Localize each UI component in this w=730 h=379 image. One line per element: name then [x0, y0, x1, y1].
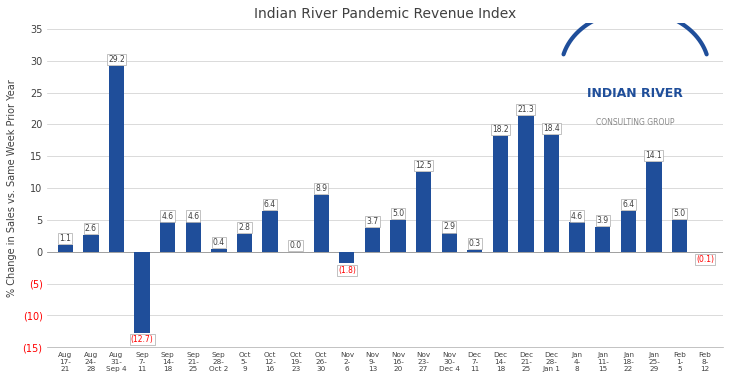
Bar: [83, 235, 99, 252]
Bar: [672, 220, 687, 252]
Bar: [185, 222, 201, 252]
Text: (12.7): (12.7): [131, 335, 153, 344]
Bar: [339, 252, 355, 263]
Bar: [262, 211, 277, 252]
Text: 29.2: 29.2: [108, 55, 125, 64]
Text: 5.0: 5.0: [392, 209, 404, 218]
Text: 2.6: 2.6: [85, 224, 97, 233]
Text: 0.4: 0.4: [212, 238, 225, 247]
Bar: [620, 211, 636, 252]
Bar: [365, 228, 380, 252]
Text: 6.4: 6.4: [264, 200, 276, 209]
Bar: [569, 222, 585, 252]
Text: 12.5: 12.5: [415, 161, 432, 170]
Bar: [416, 172, 431, 252]
Text: CONSULTING GROUP: CONSULTING GROUP: [596, 118, 675, 127]
Text: (0.1): (0.1): [696, 255, 714, 264]
Text: 4.6: 4.6: [161, 211, 174, 221]
Text: 4.6: 4.6: [571, 211, 583, 221]
Text: 2.9: 2.9: [443, 222, 456, 232]
Bar: [442, 233, 457, 252]
Bar: [58, 245, 73, 252]
Text: (1.8): (1.8): [338, 266, 356, 275]
Bar: [237, 234, 252, 252]
Bar: [314, 195, 329, 252]
Text: 8.9: 8.9: [315, 184, 327, 193]
Text: 1.1: 1.1: [59, 234, 72, 243]
Bar: [211, 249, 226, 252]
Text: 3.9: 3.9: [596, 216, 609, 225]
Bar: [544, 135, 559, 252]
Bar: [134, 252, 150, 332]
Text: 18.4: 18.4: [543, 124, 560, 133]
Text: 6.4: 6.4: [622, 200, 634, 209]
Text: 3.7: 3.7: [366, 217, 378, 226]
Text: 0.3: 0.3: [469, 239, 481, 248]
Bar: [160, 222, 175, 252]
Text: 18.2: 18.2: [492, 125, 509, 134]
Bar: [109, 66, 124, 252]
Text: INDIAN RIVER: INDIAN RIVER: [587, 86, 683, 100]
Title: Indian River Pandemic Revenue Index: Indian River Pandemic Revenue Index: [254, 7, 516, 21]
Text: 5.0: 5.0: [674, 209, 685, 218]
Text: 2.8: 2.8: [239, 223, 250, 232]
Text: 14.1: 14.1: [645, 151, 662, 160]
Bar: [391, 220, 406, 252]
Bar: [493, 136, 508, 252]
Y-axis label: % Change in Sales vs. Same Week Prior Year: % Change in Sales vs. Same Week Prior Ye…: [7, 79, 17, 297]
Bar: [595, 227, 610, 252]
Bar: [467, 250, 483, 252]
Text: 21.3: 21.3: [518, 105, 534, 114]
Text: 0.0: 0.0: [290, 241, 301, 250]
Bar: [646, 162, 661, 252]
Bar: [518, 116, 534, 252]
Text: 4.6: 4.6: [187, 211, 199, 221]
